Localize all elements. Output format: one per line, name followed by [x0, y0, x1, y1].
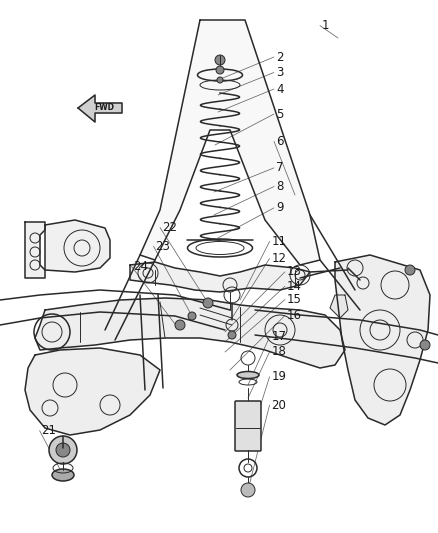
Text: 22: 22	[162, 221, 177, 234]
Text: 15: 15	[287, 293, 302, 306]
Circle shape	[420, 340, 430, 350]
Text: 21: 21	[42, 424, 57, 437]
Text: 14: 14	[287, 280, 302, 293]
Text: 4: 4	[276, 83, 283, 95]
FancyBboxPatch shape	[235, 401, 261, 451]
Text: 17: 17	[272, 330, 286, 343]
Polygon shape	[45, 220, 110, 272]
Text: 13: 13	[287, 265, 302, 278]
Circle shape	[49, 436, 77, 464]
Text: 2: 2	[276, 51, 283, 63]
Text: 18: 18	[272, 345, 286, 358]
Text: 5: 5	[276, 108, 283, 120]
Text: 23: 23	[155, 240, 170, 253]
Text: 1: 1	[322, 19, 329, 32]
Circle shape	[405, 265, 415, 275]
Text: FWD: FWD	[94, 103, 114, 112]
Circle shape	[56, 443, 70, 457]
Ellipse shape	[52, 469, 74, 481]
Polygon shape	[78, 95, 122, 122]
Polygon shape	[25, 348, 160, 435]
Circle shape	[188, 312, 196, 320]
Polygon shape	[35, 298, 345, 368]
Text: 24: 24	[134, 260, 148, 273]
Circle shape	[215, 55, 225, 65]
Circle shape	[217, 77, 223, 83]
Polygon shape	[335, 255, 430, 425]
Text: 9: 9	[276, 201, 283, 214]
Text: 16: 16	[287, 309, 302, 322]
Polygon shape	[330, 295, 348, 318]
Circle shape	[175, 320, 185, 330]
Ellipse shape	[237, 372, 259, 378]
Text: 12: 12	[272, 252, 286, 265]
Text: 19: 19	[272, 370, 286, 383]
Polygon shape	[25, 222, 45, 278]
Text: 8: 8	[276, 180, 283, 193]
Polygon shape	[140, 20, 320, 265]
Text: 3: 3	[276, 66, 283, 79]
Text: 20: 20	[272, 399, 286, 411]
Circle shape	[216, 66, 224, 74]
Text: 7: 7	[276, 161, 283, 174]
Text: 6: 6	[276, 135, 283, 148]
Polygon shape	[130, 262, 310, 292]
Circle shape	[241, 483, 255, 497]
Text: 11: 11	[272, 235, 286, 248]
Circle shape	[203, 298, 213, 308]
Circle shape	[228, 331, 236, 339]
